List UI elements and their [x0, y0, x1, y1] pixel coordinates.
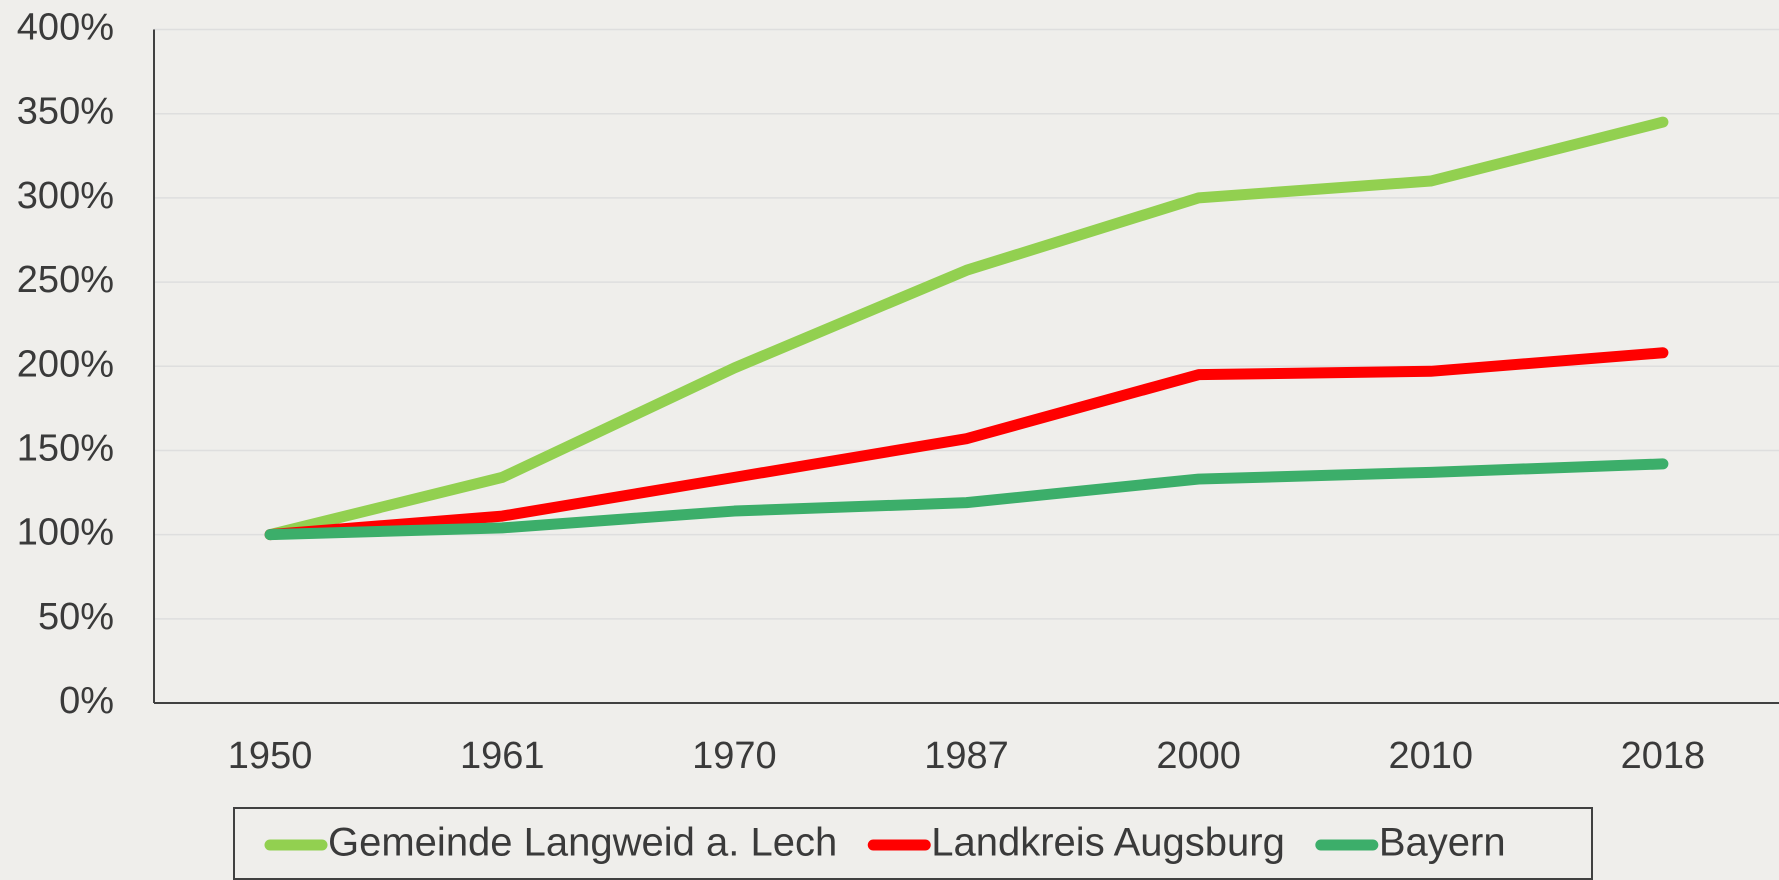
y-tick-label: 50%: [38, 596, 114, 638]
y-tick-label: 200%: [17, 343, 114, 385]
legend-text: Landkreis Augsburg: [931, 821, 1285, 865]
series-line: [264, 347, 1669, 541]
legend-text: Bayern: [1379, 821, 1506, 865]
y-tick-label: 300%: [17, 175, 114, 217]
y-tick-label: 250%: [17, 259, 114, 301]
x-tick-label: 1950: [228, 735, 313, 777]
series-line: [264, 116, 1669, 541]
y-tick-label: 350%: [17, 91, 114, 133]
y-tick-label: 100%: [17, 512, 114, 554]
series-line: [264, 458, 1669, 541]
x-tick-label: 1987: [924, 735, 1009, 777]
x-tick-label: 1970: [692, 735, 777, 777]
y-tick-label: 0%: [59, 680, 114, 722]
x-tick-label: 2018: [1621, 735, 1706, 777]
legend-box: [233, 807, 1593, 880]
x-tick-label: 1961: [460, 735, 545, 777]
y-tick-label: 400%: [17, 7, 114, 49]
x-tick-label: 2000: [1156, 735, 1241, 777]
x-tick-label: 2010: [1389, 735, 1474, 777]
legend-text: Gemeinde Langweid a. Lech: [328, 821, 837, 865]
y-tick-label: 150%: [17, 427, 114, 469]
